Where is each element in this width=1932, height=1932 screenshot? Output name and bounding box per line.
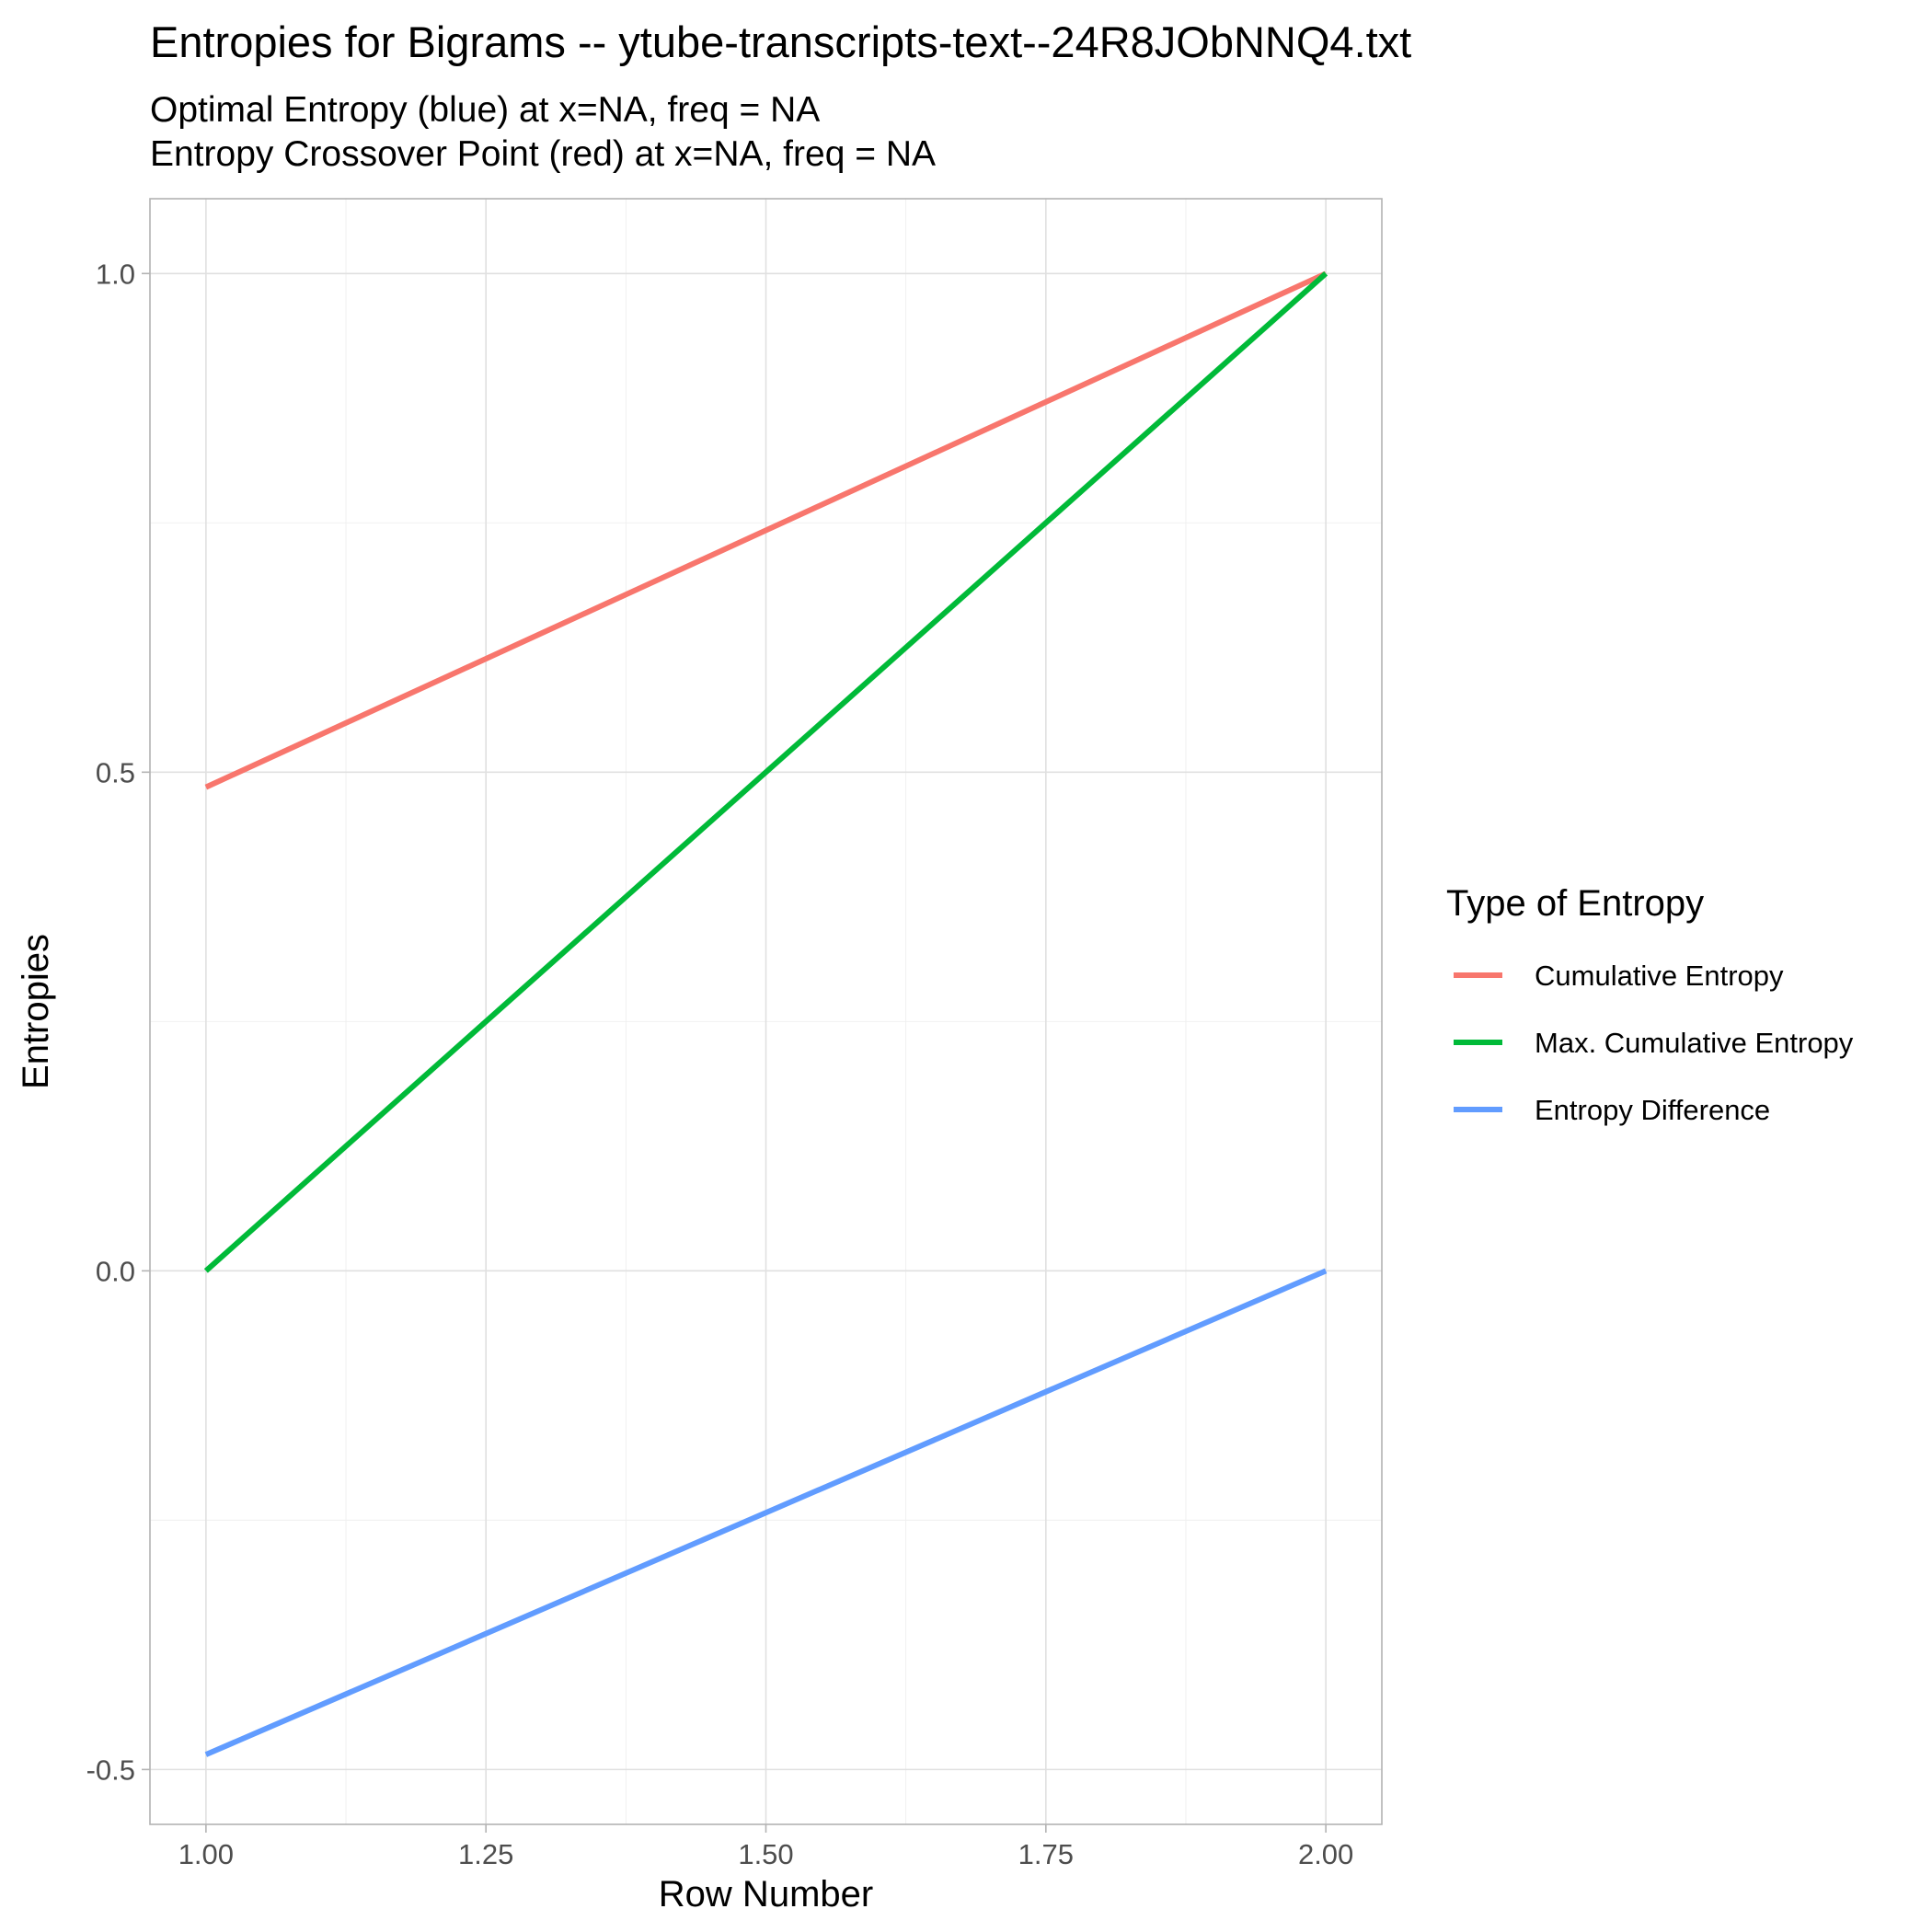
legend-item-label: Entropy Difference xyxy=(1535,1094,1770,1126)
y-tick-label: 0.5 xyxy=(96,756,135,788)
y-axis-title: Entropies xyxy=(16,934,56,1089)
series-line-entropy-difference xyxy=(204,1268,1328,1757)
chart-subtitle-line-2: Entropy Crossover Point (red) at x=NA, f… xyxy=(150,134,936,174)
legend-item-label: Cumulative Entropy xyxy=(1535,960,1784,992)
series-lines xyxy=(203,270,1328,1757)
x-tick-label: 2.00 xyxy=(1298,1838,1353,1870)
x-axis-title: Row Number xyxy=(659,1874,873,1915)
y-tick-label: 0.0 xyxy=(96,1255,135,1287)
x-tick-label: 1.75 xyxy=(1018,1838,1074,1870)
y-tick-label: -0.5 xyxy=(86,1754,135,1786)
chart-subtitle-line-1: Optimal Entropy (blue) at x=NA, freq = N… xyxy=(150,90,820,130)
x-tick-label: 1.50 xyxy=(738,1838,793,1870)
grid xyxy=(150,199,1382,1824)
legend-item-label: Max. Cumulative Entropy xyxy=(1535,1027,1854,1059)
x-tick-label: 1.25 xyxy=(458,1838,513,1870)
axis-ticks: 1.00 1.25 1.50 1.75 2.00 -0.5 0.0 0.5 1.0 xyxy=(86,258,1354,1870)
legend: Type of Entropy Cumulative Entropy Max. C… xyxy=(1446,883,1854,1126)
series-line-max-cumulative-entropy xyxy=(203,271,1328,1273)
y-tick-label: 1.0 xyxy=(96,258,135,290)
legend-items: Cumulative Entropy Max. Cumulative Entrop… xyxy=(1454,960,1854,1126)
series-line-cumulative-entropy xyxy=(204,270,1328,790)
x-tick-label: 1.00 xyxy=(178,1838,234,1870)
chart-title: Entropies for Bigrams -- ytube-transcrip… xyxy=(150,17,1411,66)
legend-title: Type of Entropy xyxy=(1446,883,1704,924)
